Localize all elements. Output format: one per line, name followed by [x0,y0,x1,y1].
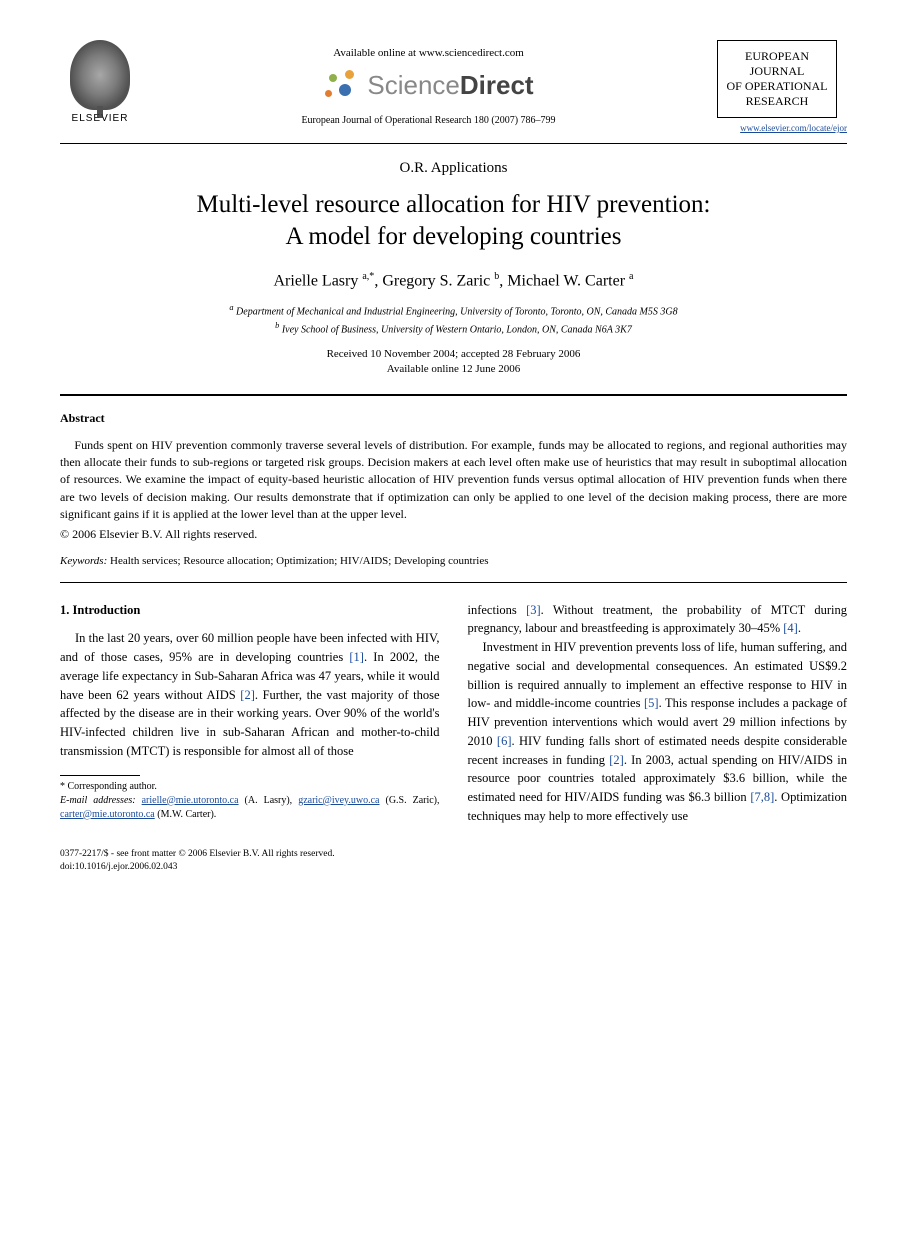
header-right: EUROPEANJOURNALOF OPERATIONALRESEARCH ww… [717,40,847,135]
front-matter-line: 0377-2217/$ - see front matter © 2006 El… [60,849,335,859]
header-rule [60,143,847,144]
right-column: infections [3]. Without treatment, the p… [468,601,848,826]
journal-url-link[interactable]: www.elsevier.com/locate/ejor [717,122,847,135]
dates-online: Available online 12 June 2006 [387,363,521,375]
abstract-heading: Abstract [60,410,847,427]
intro-para-right-2: Investment in HIV prevention prevents lo… [468,638,848,826]
article-dates: Received 10 November 2004; accepted 28 F… [60,347,847,378]
abstract-copyright: © 2006 Elsevier B.V. All rights reserved… [60,526,847,543]
keywords-label: Keywords: [60,555,107,567]
section-label: O.R. Applications [60,158,847,179]
abstract-bottom-rule [60,582,847,583]
sd-brand-bold: Direct [460,70,534,100]
keywords-text: Health services; Resource allocation; Op… [107,555,488,567]
citation-line: European Journal of Operational Research… [140,114,717,128]
journal-title-box: EUROPEANJOURNALOF OPERATIONALRESEARCH [717,40,837,118]
abstract-top-rule [60,394,847,396]
affiliations: a Department of Mechanical and Industria… [60,302,847,337]
article-title: Multi-level resource allocation for HIV … [60,189,847,254]
footnote-rule [60,775,140,776]
page-footer: 0377-2217/$ - see front matter © 2006 El… [60,848,847,875]
intro-para-right-1: infections [3]. Without treatment, the p… [468,601,848,639]
keywords-line: Keywords: Health services; Resource allo… [60,554,847,569]
email-addresses: E-mail addresses: arielle@mie.utoronto.c… [60,794,440,822]
title-line-2: A model for developing countries [285,223,621,250]
corresponding-author-note: * Corresponding author. [60,780,440,794]
intro-heading: 1. Introduction [60,601,440,620]
sciencedirect-logo: ScienceDirect [140,67,717,103]
elsevier-tree-icon [70,40,130,110]
available-online-text: Available online at www.sciencedirect.co… [140,46,717,61]
dates-received: Received 10 November 2004; accepted 28 F… [327,348,581,360]
doi-line: doi:10.1016/j.ejor.2006.02.043 [60,862,177,872]
sciencedirect-dots-icon [323,70,359,102]
sd-brand-light: Science [367,70,460,100]
publisher-logo: ELSEVIER [60,40,140,126]
authors-line: Arielle Lasry a,*, Gregory S. Zaric b, M… [60,270,847,293]
footnotes: * Corresponding author. E-mail addresses… [60,780,440,822]
title-line-1: Multi-level resource allocation for HIV … [197,191,711,218]
body-columns: 1. Introduction In the last 20 years, ov… [60,601,847,826]
paper-header: ELSEVIER Available online at www.science… [60,40,847,135]
left-column: 1. Introduction In the last 20 years, ov… [60,601,440,826]
abstract-text: Funds spent on HIV prevention commonly t… [60,437,847,524]
sciencedirect-wordmark: ScienceDirect [367,67,533,103]
header-center: Available online at www.sciencedirect.co… [140,40,717,128]
intro-para-left: In the last 20 years, over 60 million pe… [60,629,440,760]
